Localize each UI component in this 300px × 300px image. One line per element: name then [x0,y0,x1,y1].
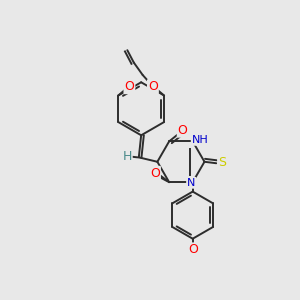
Text: O: O [188,243,198,256]
Text: O: O [150,167,160,180]
Text: O: O [148,80,158,93]
Text: NH: NH [192,135,208,145]
Text: N: N [187,178,195,188]
Text: S: S [218,156,226,169]
Text: O: O [124,80,134,93]
Text: H: H [122,150,132,163]
Text: O: O [178,124,188,137]
